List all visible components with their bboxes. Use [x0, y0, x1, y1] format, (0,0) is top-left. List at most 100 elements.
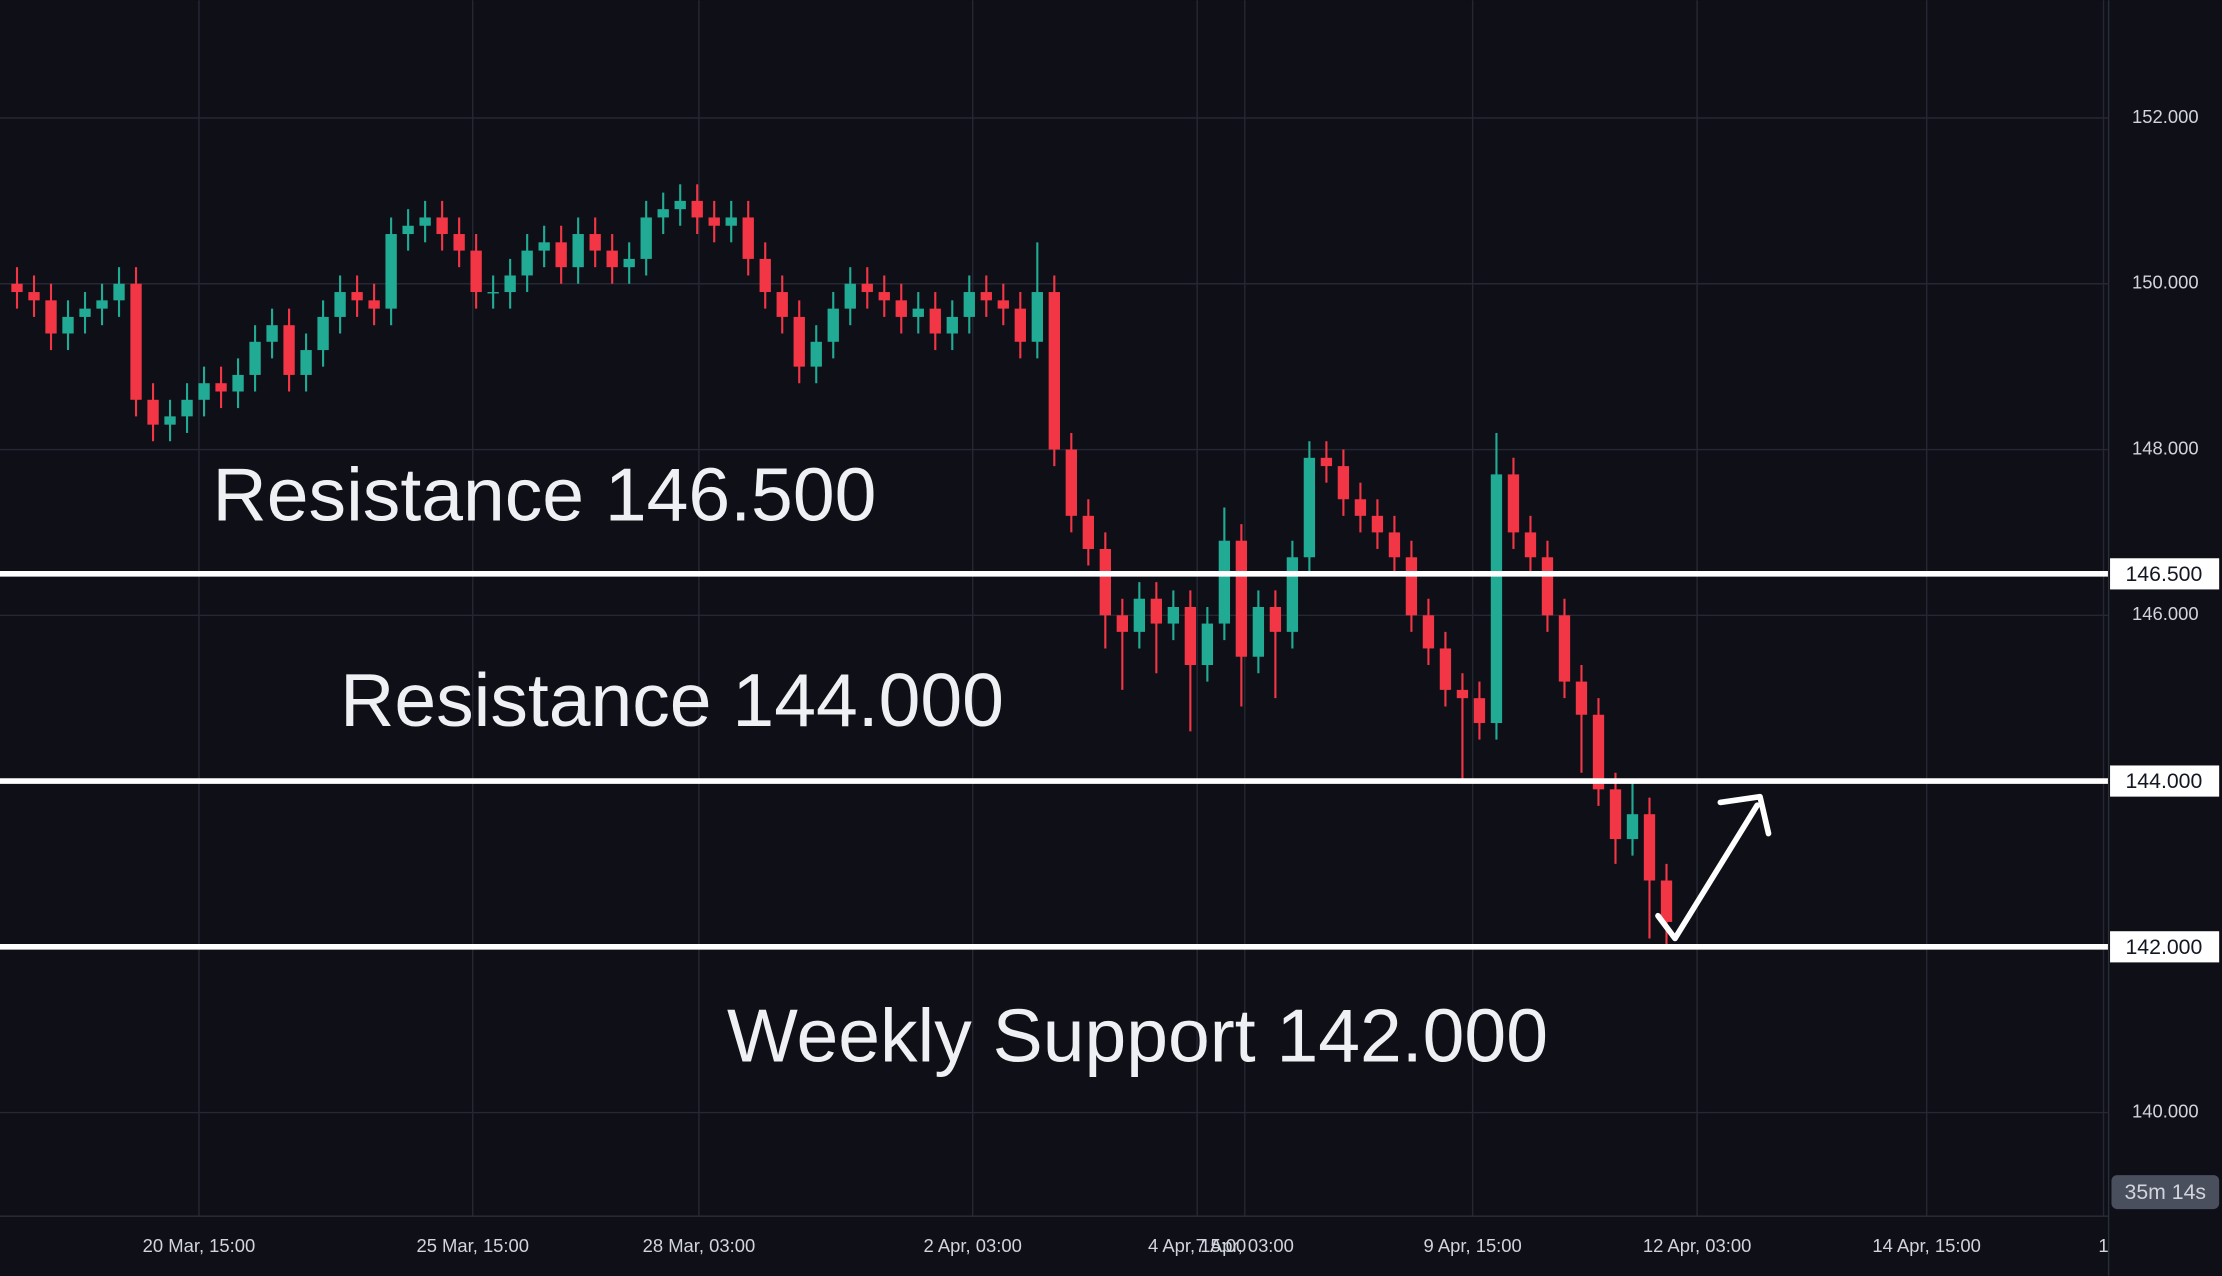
candle-body — [96, 300, 108, 309]
candle-body — [1320, 457, 1333, 467]
x-tick-label: 4 Apr, 15:00 — [1148, 1235, 1246, 1256]
candle-body — [1473, 698, 1486, 724]
candle-body — [1065, 449, 1077, 516]
candle-body — [453, 234, 465, 251]
candle-body — [1269, 606, 1282, 632]
candle-body — [793, 316, 805, 367]
candle-body — [487, 292, 499, 294]
x-tick-label: 9 Apr, 15:00 — [1424, 1235, 1522, 1256]
candle-body — [283, 325, 295, 375]
y-tick-label: 146.000 — [2132, 603, 2199, 624]
countdown-box — [2111, 1175, 2220, 1210]
candle-body — [589, 234, 601, 251]
candle-body — [1167, 606, 1180, 624]
candle-body — [1626, 814, 1639, 840]
candle-body — [776, 292, 788, 317]
candle-body — [1337, 466, 1350, 500]
y-tick-label: 148.000 — [2132, 437, 2199, 458]
axes: 20 Mar, 15:00 25 Mar, 15:00 28 Mar, 03:00 2… — [143, 106, 2220, 1256]
candle-body — [895, 300, 907, 317]
candle-body — [1286, 557, 1299, 632]
level-label: 144.000 — [2125, 769, 2202, 793]
candle-body — [470, 250, 482, 293]
candle-body — [1048, 292, 1060, 450]
candle-body — [1099, 548, 1111, 616]
candle-body — [402, 225, 414, 235]
x-tick-label: 7 Apr, 03:00 — [1196, 1235, 1294, 1256]
candle-body — [436, 217, 448, 235]
y-tick-label: 140.000 — [2132, 1100, 2199, 1121]
candle-body — [1133, 598, 1146, 632]
candle-body — [198, 383, 210, 400]
candle-body — [1252, 606, 1265, 657]
candle-body — [113, 283, 125, 301]
candle-body — [1456, 689, 1469, 699]
candle-body — [861, 283, 873, 293]
candle-body — [810, 341, 822, 367]
candle-body — [946, 316, 958, 334]
candle-body — [334, 292, 346, 317]
candle-body — [827, 308, 839, 342]
candle-body — [1643, 814, 1656, 881]
candle-body — [45, 300, 57, 334]
candle-body — [181, 399, 193, 417]
candle-body — [11, 283, 23, 293]
candle-body — [674, 200, 686, 210]
candle-body — [28, 292, 40, 301]
level-label: 142.000 — [2125, 935, 2202, 959]
candle-body — [1184, 606, 1197, 666]
candle-body — [368, 300, 380, 309]
candle-body — [1235, 540, 1248, 657]
candle-body — [742, 217, 754, 259]
annotation: Resistance 144.000 — [340, 658, 1004, 742]
candle-body — [606, 250, 618, 268]
candle-body — [249, 341, 261, 375]
annotation: Weekly Support 142.000 — [727, 994, 1548, 1078]
x-tick-label: 25 Mar, 15:00 — [416, 1235, 529, 1256]
candle-body — [759, 258, 771, 293]
arrow — [1655, 793, 1772, 942]
x-tick-label: 14 Apr, 15:00 — [1872, 1235, 1981, 1256]
candle-body — [317, 316, 329, 351]
candle-body — [555, 242, 567, 268]
level-label-box — [2110, 765, 2220, 797]
candle-body — [1218, 540, 1231, 624]
candles — [11, 184, 1673, 947]
x-tick-label: 12 Apr, 03:00 — [1643, 1235, 1752, 1256]
candle-body — [147, 399, 159, 425]
x-tick-label: 2 Apr, 03:00 — [924, 1235, 1022, 1256]
level-label: 146.500 — [2125, 562, 2202, 586]
candle-body — [844, 283, 856, 309]
candle-body — [1524, 532, 1537, 558]
candle-body — [164, 416, 176, 425]
candle-body — [300, 350, 312, 375]
candle-body — [1150, 598, 1163, 624]
candle-body — [1354, 499, 1367, 516]
candle-body — [1303, 457, 1316, 558]
candle-body — [878, 292, 890, 301]
y-tick-label: 150.000 — [2132, 272, 2199, 293]
candle-body — [521, 250, 533, 276]
candle-body — [79, 308, 91, 317]
candle-body — [1116, 615, 1129, 632]
candle-body — [1660, 880, 1673, 922]
candle-body — [623, 258, 635, 268]
candle-body — [640, 217, 652, 259]
arrow-head — [1717, 793, 1772, 837]
candle-body — [997, 300, 1009, 309]
candle-body — [1201, 623, 1214, 666]
candle-body — [215, 383, 227, 392]
candle-body — [266, 325, 278, 342]
candle-body — [929, 308, 941, 334]
candle-body — [691, 200, 703, 218]
candle-body — [1422, 615, 1435, 649]
level-label-box — [2110, 931, 2220, 963]
candle-body — [1082, 515, 1094, 549]
candle-body — [1439, 648, 1452, 690]
candle-body — [1592, 714, 1605, 790]
candle-body — [385, 234, 397, 309]
candle-body — [963, 292, 975, 317]
arrow-line — [1655, 802, 1761, 942]
